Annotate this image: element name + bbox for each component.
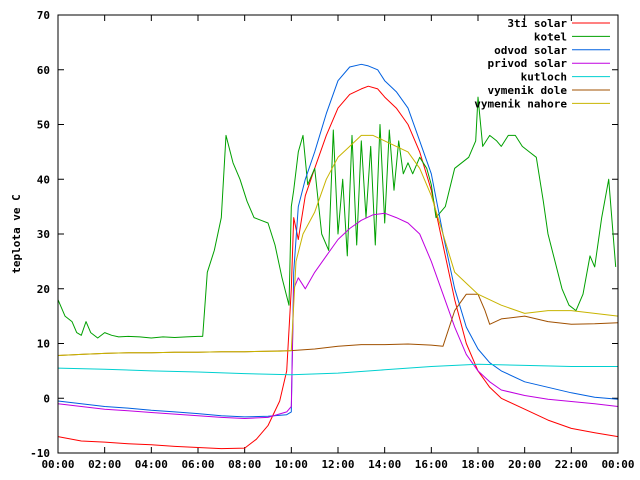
legend-label-kotel: kotel [534,30,567,43]
legend-label-vymenik-nahore: vymenik nahore [474,97,567,110]
y-tick-label: 40 [37,173,50,186]
series-line-kutloch [57,363,618,376]
ticks-layer: 00:00 02:00 04:00 06:00 08:00 10:00 12:00 14:00… [30,9,634,471]
y-tick-label: 60 [37,64,50,77]
y-tick-label: 50 [37,119,50,132]
series-line-3ti-solar [57,85,619,450]
series-layer [57,63,619,450]
y-tick-label: 10 [37,338,50,351]
legend-label-kutloch: kutloch [521,71,567,84]
x-tick-label: 18:00 [461,458,494,471]
y-tick-label: 20 [37,283,50,296]
legend-label-privod-solar: privod solar [488,57,568,70]
y-tick-label: 30 [37,228,50,241]
x-tick-label: 14:00 [368,458,401,471]
y-tick-label: 70 [37,9,50,22]
x-tick-label: 08:00 [228,458,261,471]
x-tick-label: 04:00 [135,458,168,471]
series-line-vymenik-nahore [57,134,619,356]
legend-label-vymenik-dole: vymenik dole [488,84,568,97]
y-tick-label: 0 [43,392,50,405]
x-tick-label: 20:00 [508,458,541,471]
legend-label-odvod-solar: odvod solar [494,44,567,57]
series-line-odvod-solar [57,63,619,418]
x-tick-label: 00:00 [601,458,634,471]
x-tick-label: 06:00 [181,458,214,471]
plot-area-frame [57,14,619,454]
x-tick-label: 22:00 [555,458,588,471]
x-tick-label: 12:00 [321,458,354,471]
y-tick-label: -10 [30,447,50,460]
y-axis-label: teplota ve C [10,194,23,273]
x-tick-label: 16:00 [415,458,448,471]
legend-label-3ti-solar: 3ti solar [507,17,567,30]
series-line-privod-solar [57,212,619,419]
x-tick-label: 02:00 [88,458,121,471]
x-tick-label: 00:00 [41,458,74,471]
series-line-kotel [57,96,617,339]
x-tick-label: 10:00 [275,458,308,471]
